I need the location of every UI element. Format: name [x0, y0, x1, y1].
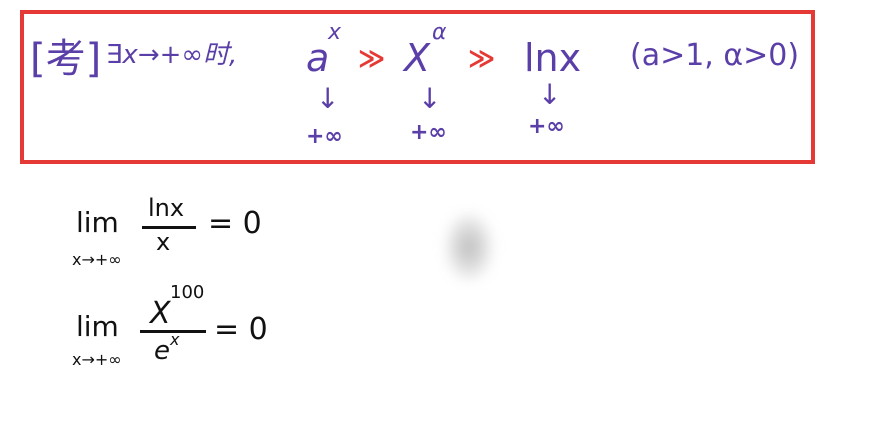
term-lnx: lnx — [524, 36, 582, 80]
formula-2-denominator-base: e — [154, 336, 170, 366]
infinity-label-3: +∞ — [528, 114, 565, 139]
tag-label: [考] — [30, 36, 102, 82]
formula-1-denominator: x — [156, 228, 171, 256]
formula-2-fraction-bar — [140, 330, 206, 333]
much-greater-symbol-1: ≫ — [358, 44, 386, 74]
formula-2-denominator-exponent: x — [170, 330, 180, 349]
term-a-exponent: x — [328, 20, 342, 45]
much-greater-symbol-2: ≫ — [468, 44, 496, 74]
condition-text: ∃x→+∞时, — [106, 40, 238, 70]
parameter-conditions: (a>1, α>0) — [630, 38, 800, 73]
infinity-label-1: +∞ — [306, 124, 343, 149]
formula-2-numerator-base: X — [150, 296, 171, 331]
formula-2-lim: lim — [76, 310, 119, 343]
formula-1-fraction-bar — [142, 226, 196, 229]
term-x: X — [404, 36, 431, 80]
formula-1-subscript: x→+∞ — [72, 250, 122, 269]
formula-2-numerator-exponent: 100 — [170, 282, 205, 303]
formula-2-subscript: x→+∞ — [72, 350, 122, 369]
down-arrow-3: ↓ — [538, 78, 562, 111]
down-arrow-1: ↓ — [316, 82, 340, 115]
highlight-box — [20, 10, 815, 164]
infinity-label-2: +∞ — [410, 120, 447, 145]
formula-2-result: = 0 — [214, 312, 268, 347]
term-a: a — [306, 36, 330, 80]
formula-1-numerator: lnx — [148, 194, 185, 222]
formula-1-result: = 0 — [208, 206, 262, 241]
cursor-blur — [444, 212, 494, 282]
formula-1-lim: lim — [76, 206, 119, 239]
term-x-exponent: α — [432, 20, 447, 45]
down-arrow-2: ↓ — [418, 82, 442, 115]
